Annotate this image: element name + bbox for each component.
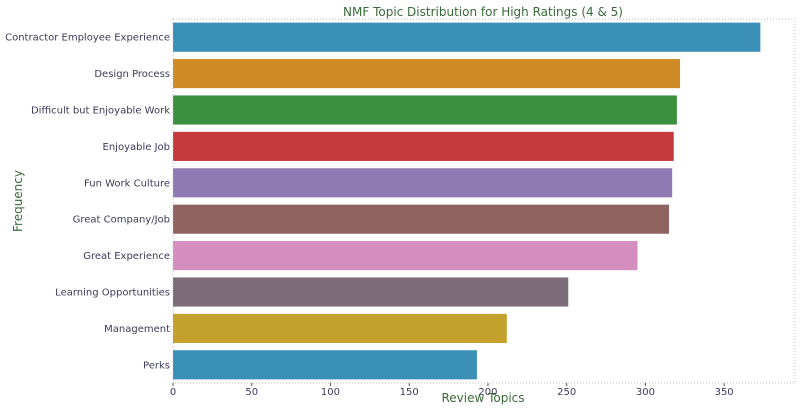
y-axis-title: Frequency xyxy=(11,170,25,232)
bar xyxy=(173,204,670,234)
x-axis-ticks: 0 50 100 150 200 250 300 350 xyxy=(170,383,734,398)
category-label: Learning Opportunities xyxy=(55,288,170,299)
x-tick-label: 150 xyxy=(400,387,419,398)
bar xyxy=(173,59,681,89)
category-label: Perks xyxy=(143,360,170,371)
bar xyxy=(173,277,569,307)
category-label: Difficult but Enjoyable Work xyxy=(31,106,170,117)
bar xyxy=(173,350,477,380)
x-tick-label: 50 xyxy=(245,387,258,398)
x-axis-title: Review Topics xyxy=(441,391,524,405)
category-label: Design Process xyxy=(94,69,170,80)
plot-frame xyxy=(172,18,796,384)
category-label: Great Experience xyxy=(83,251,170,262)
x-tick-label: 250 xyxy=(557,387,576,398)
bar xyxy=(173,241,638,271)
x-tick-label: 350 xyxy=(715,387,734,398)
category-labels: Contractor Employee Experience Design Pro… xyxy=(5,33,170,372)
bar xyxy=(173,131,674,161)
x-tick-label: 100 xyxy=(321,387,340,398)
x-tick-label: 300 xyxy=(636,387,655,398)
bars-group xyxy=(173,22,761,380)
x-tick-label: 0 xyxy=(170,387,176,398)
category-label: Enjoyable Job xyxy=(103,142,170,153)
category-label: Great Company/Job xyxy=(73,215,170,226)
category-label: Management xyxy=(104,324,170,335)
category-label: Contractor Employee Experience xyxy=(5,33,170,44)
bar xyxy=(173,95,677,125)
bar xyxy=(173,22,761,52)
bar xyxy=(173,313,507,343)
bar xyxy=(173,168,673,198)
chart-title: NMF Topic Distribution for High Ratings … xyxy=(343,5,623,19)
x-tick-label: 200 xyxy=(478,387,497,398)
category-label: Fun Work Culture xyxy=(84,178,170,189)
